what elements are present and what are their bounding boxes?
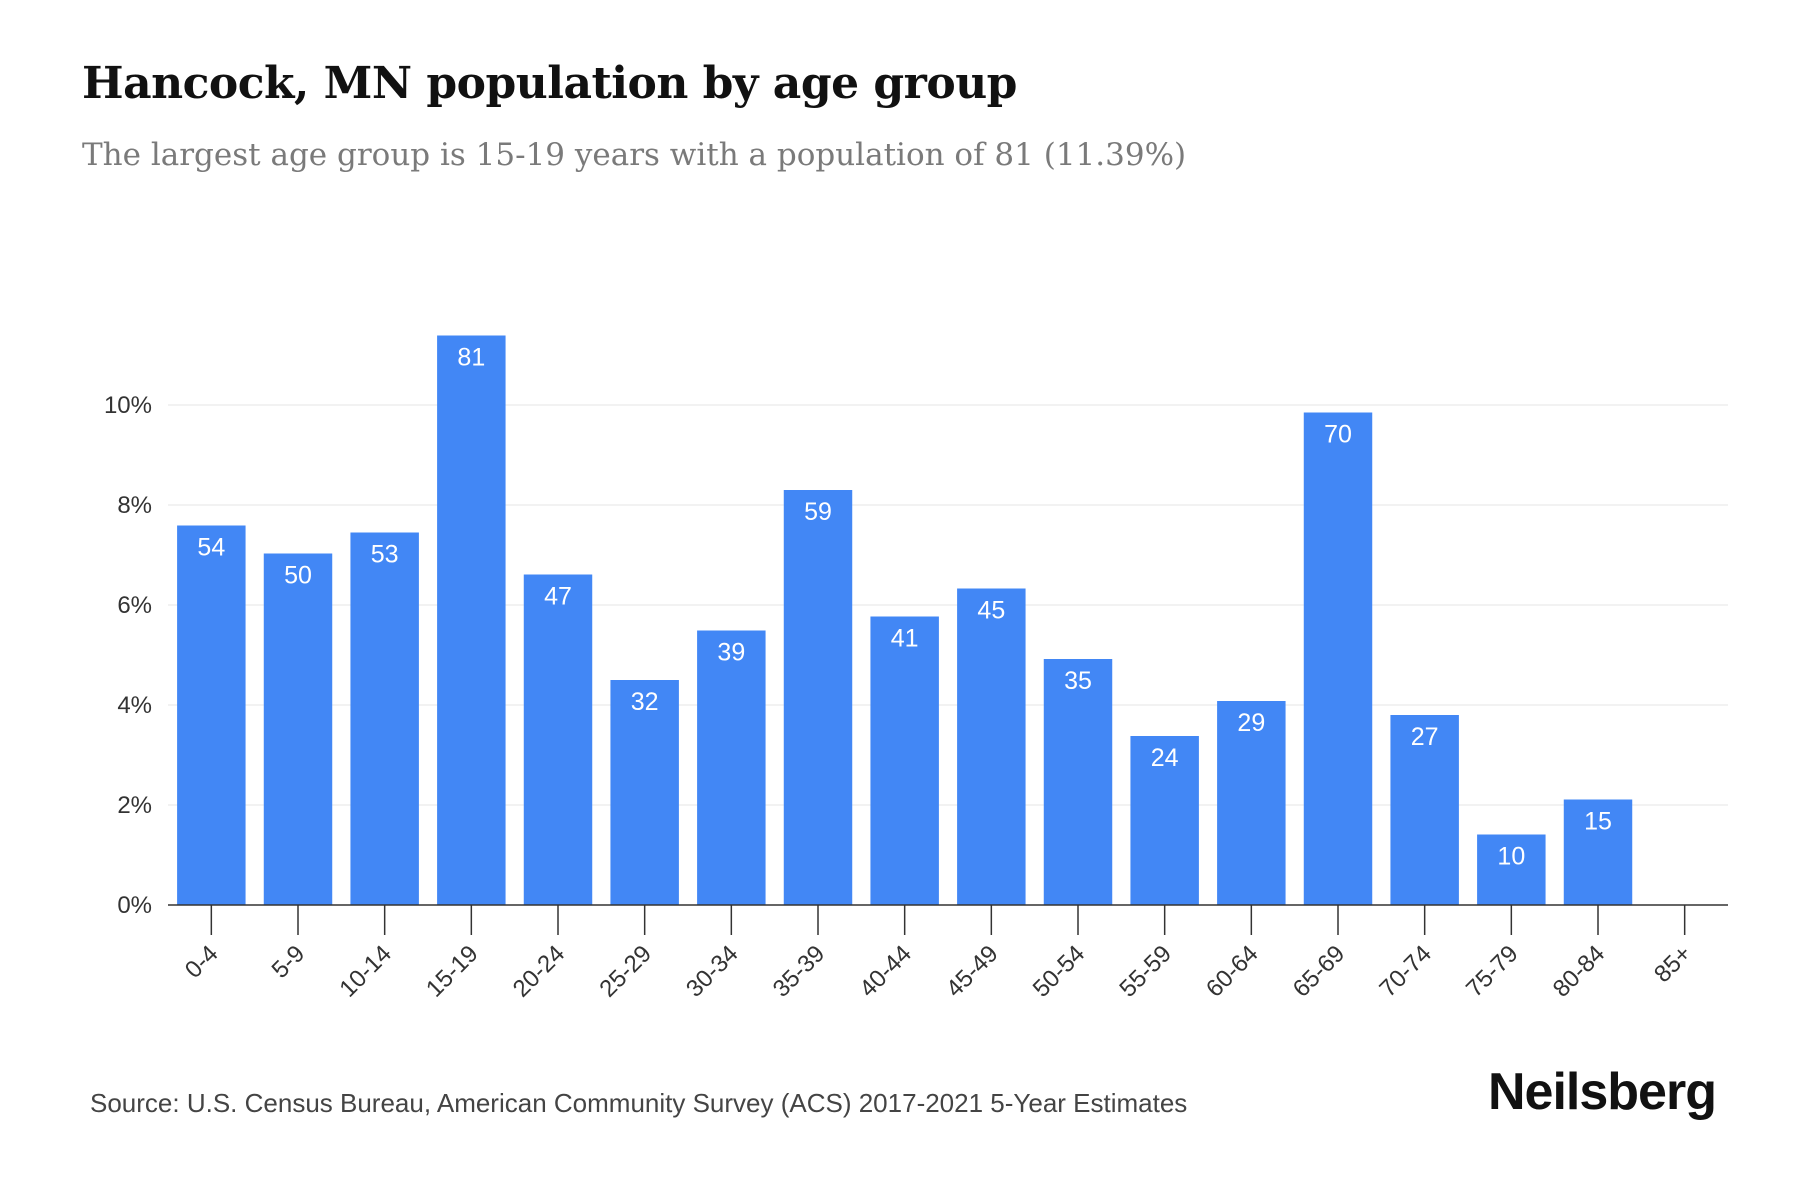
bar-value-label: 27 — [1411, 723, 1439, 751]
x-tick-label: 60-64 — [1201, 940, 1264, 1003]
bar-value-label: 47 — [544, 583, 572, 611]
bar-value-label: 10 — [1497, 843, 1525, 871]
x-tick-label: 75-79 — [1461, 940, 1524, 1003]
bar-value-label: 81 — [457, 344, 485, 372]
bar-value-label: 59 — [804, 498, 832, 526]
y-tick-label: 10% — [104, 392, 152, 419]
y-tick-label: 4% — [117, 692, 152, 719]
bar-value-label: 24 — [1151, 744, 1179, 772]
bar-value-label: 35 — [1064, 667, 1092, 695]
bar — [697, 630, 766, 905]
bar — [177, 525, 246, 905]
bar-value-labels: 54 50 53 81 47 32 39 59 41 45 35 24 29 70 27 10 15 — [197, 344, 1611, 871]
gridlines — [168, 404, 1728, 806]
chart-subtitle: The largest age group is 15-19 years wit… — [82, 137, 1187, 173]
bar — [1217, 701, 1286, 905]
x-tick-label: 70-74 — [1374, 940, 1437, 1003]
x-tick-label: 5-9 — [267, 940, 311, 984]
bar — [610, 680, 679, 905]
bar — [783, 490, 853, 905]
bar-value-label: 70 — [1324, 421, 1352, 449]
x-tick-label: 30-34 — [681, 940, 744, 1003]
x-axis: 0-4 5-9 10-14 15-19 20-24 25-29 30-34 35-39 40-4… — [168, 904, 1728, 1003]
chart-title: Hancock, MN population by age group — [82, 58, 1017, 109]
x-tick-label: 10-14 — [334, 940, 397, 1003]
x-tick-label: 50-54 — [1028, 940, 1091, 1003]
bar — [1043, 659, 1113, 905]
y-tick-label: 0% — [117, 892, 152, 919]
x-tick-label: 55-59 — [1114, 940, 1177, 1003]
x-tick-label: 25-29 — [594, 940, 657, 1003]
bar-value-label: 15 — [1584, 808, 1612, 836]
bar-value-label: 53 — [371, 541, 399, 569]
x-tick-label: 85+ — [1649, 940, 1697, 988]
bars — [177, 335, 1633, 905]
bar-value-label: 29 — [1237, 709, 1265, 737]
bar — [350, 532, 419, 905]
y-tick-label: 6% — [117, 592, 152, 619]
y-axis: 0% 2% 4% 6% 8% 10% — [104, 392, 152, 919]
bar — [1130, 736, 1199, 905]
bar-value-label: 41 — [891, 625, 919, 653]
bar — [1390, 715, 1459, 905]
x-tick-label: 80-84 — [1548, 940, 1611, 1003]
bar — [957, 588, 1026, 905]
bar-value-label: 50 — [284, 562, 312, 590]
brand-logo: Neilsberg — [1488, 1063, 1717, 1121]
bar-chart: 54 50 53 81 47 32 39 59 41 45 35 24 29 70 27 10 15 0-4 5-… — [104, 335, 1728, 1003]
bar-value-label: 54 — [197, 534, 225, 562]
bar — [1303, 412, 1373, 905]
bar-value-label: 45 — [977, 597, 1005, 625]
x-tick-label: 40-44 — [854, 940, 917, 1003]
x-tick-label: 65-69 — [1288, 940, 1351, 1003]
x-tick-label: 15-19 — [421, 940, 484, 1003]
bar — [1563, 799, 1633, 905]
source-note: Source: U.S. Census Bureau, American Com… — [90, 1088, 1188, 1118]
bar — [523, 574, 593, 905]
x-tick-label: 35-39 — [768, 940, 831, 1003]
bar — [263, 553, 333, 905]
x-tick-label: 20-24 — [508, 940, 571, 1003]
bar — [870, 616, 939, 905]
x-tick-label: 45-49 — [941, 940, 1004, 1003]
bar-value-label: 39 — [717, 639, 745, 667]
y-tick-label: 8% — [117, 492, 152, 519]
bar — [1477, 834, 1546, 905]
bar — [437, 335, 506, 905]
y-tick-label: 2% — [117, 792, 152, 819]
bar-value-label: 32 — [631, 688, 659, 716]
x-tick-label: 0-4 — [180, 940, 224, 984]
